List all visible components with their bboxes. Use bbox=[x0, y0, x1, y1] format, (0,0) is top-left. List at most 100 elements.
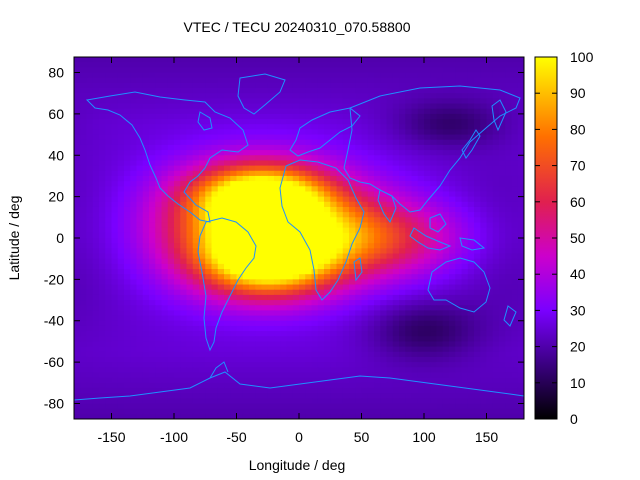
heatmap-cell bbox=[399, 139, 406, 146]
heatmap-cell bbox=[417, 310, 425, 317]
heatmap-cell bbox=[249, 150, 256, 156]
heatmap-cell bbox=[461, 274, 469, 280]
heatmap-cell bbox=[136, 294, 144, 301]
heatmap-cell bbox=[111, 346, 119, 353]
heatmap-cell bbox=[86, 367, 94, 374]
heatmap-cell bbox=[155, 206, 163, 213]
heatmap-cell bbox=[342, 248, 350, 255]
heatmap-cell bbox=[374, 289, 381, 296]
heatmap-cell bbox=[411, 212, 419, 218]
heatmap-cell bbox=[117, 315, 125, 322]
heatmap-cell bbox=[430, 72, 438, 79]
heatmap-cell bbox=[386, 320, 394, 327]
heatmap-cell bbox=[355, 82, 363, 89]
heatmap-cell bbox=[105, 367, 113, 374]
heatmap-cell bbox=[230, 93, 238, 99]
heatmap-cell bbox=[155, 320, 163, 327]
heatmap-cell bbox=[299, 72, 306, 79]
heatmap-cell bbox=[511, 181, 519, 187]
heatmap-cell bbox=[267, 393, 275, 399]
heatmap-cell bbox=[124, 274, 131, 280]
heatmap-cell bbox=[242, 170, 250, 177]
heatmap-cell bbox=[211, 248, 219, 255]
heatmap-cell bbox=[392, 232, 400, 239]
heatmap-cell bbox=[349, 212, 356, 218]
heatmap-cell bbox=[330, 191, 338, 198]
heatmap-cell bbox=[517, 367, 524, 374]
heatmap-cell bbox=[80, 398, 88, 405]
heatmap-cell bbox=[399, 408, 406, 415]
heatmap-cell bbox=[286, 279, 294, 286]
heatmap-cell bbox=[174, 367, 181, 374]
heatmap-cell bbox=[486, 67, 494, 74]
heatmap-cell bbox=[211, 139, 219, 146]
heatmap-cell bbox=[405, 72, 413, 79]
heatmap-cell bbox=[286, 346, 294, 353]
heatmap-cell bbox=[392, 88, 400, 94]
heatmap-cell bbox=[486, 191, 494, 198]
heatmap-cell bbox=[361, 186, 369, 193]
heatmap-cell bbox=[342, 77, 350, 84]
heatmap-cell bbox=[317, 124, 325, 130]
heatmap-cell bbox=[386, 67, 394, 74]
heatmap-cell bbox=[111, 351, 119, 358]
heatmap-cell bbox=[99, 253, 106, 260]
heatmap-cell bbox=[130, 88, 138, 94]
heatmap-cell bbox=[255, 367, 263, 374]
heatmap-cell bbox=[461, 212, 469, 218]
heatmap-cell bbox=[374, 88, 381, 94]
heatmap-cell bbox=[74, 134, 81, 141]
heatmap-cell bbox=[480, 398, 488, 405]
heatmap-cell bbox=[517, 134, 524, 141]
heatmap-cell bbox=[186, 186, 194, 193]
heatmap-cell bbox=[149, 248, 156, 255]
heatmap-cell bbox=[505, 186, 513, 193]
heatmap-cell bbox=[430, 387, 438, 394]
heatmap-cell bbox=[324, 144, 331, 151]
heatmap-cell bbox=[80, 165, 88, 172]
heatmap-cell bbox=[430, 377, 438, 384]
heatmap-cell bbox=[374, 113, 381, 120]
heatmap-cell bbox=[374, 186, 381, 193]
heatmap-cell bbox=[74, 150, 81, 156]
heatmap-cell bbox=[436, 103, 444, 110]
heatmap-cell bbox=[261, 129, 269, 136]
heatmap-cell bbox=[492, 269, 500, 275]
heatmap-cell bbox=[124, 305, 131, 311]
heatmap-cell bbox=[242, 362, 250, 368]
heatmap-cell bbox=[417, 124, 425, 130]
heatmap-cell bbox=[486, 98, 494, 105]
heatmap-cell bbox=[392, 222, 400, 229]
heatmap-cell bbox=[99, 315, 106, 322]
heatmap-cell bbox=[192, 341, 200, 348]
heatmap-cell bbox=[130, 315, 138, 322]
heatmap-cell bbox=[99, 160, 106, 167]
heatmap-cell bbox=[192, 305, 200, 311]
heatmap-cell bbox=[124, 408, 131, 415]
heatmap-cell bbox=[455, 139, 463, 146]
heatmap-cell bbox=[517, 310, 524, 317]
heatmap-cell bbox=[480, 196, 488, 203]
heatmap-cell bbox=[399, 362, 406, 368]
heatmap-cell bbox=[161, 191, 169, 198]
heatmap-cell bbox=[411, 387, 419, 394]
heatmap-cell bbox=[111, 331, 119, 337]
heatmap-cell bbox=[292, 82, 300, 89]
heatmap-cell bbox=[80, 294, 88, 301]
heatmap-cell bbox=[211, 113, 219, 120]
heatmap-cell bbox=[299, 98, 306, 105]
heatmap-cell bbox=[430, 393, 438, 399]
heatmap-cell bbox=[117, 387, 125, 394]
heatmap-cell bbox=[499, 341, 506, 348]
heatmap-cell bbox=[211, 62, 219, 68]
heatmap-cell bbox=[442, 248, 450, 255]
heatmap-cell bbox=[455, 310, 463, 317]
heatmap-cell bbox=[111, 77, 119, 84]
heatmap-cell bbox=[317, 77, 325, 84]
heatmap-cell bbox=[386, 377, 394, 384]
heatmap-cell bbox=[367, 341, 375, 348]
heatmap-cell bbox=[80, 413, 88, 419]
heatmap-cell bbox=[411, 124, 419, 130]
heatmap-cell bbox=[211, 175, 219, 182]
heatmap-cell bbox=[167, 212, 175, 218]
